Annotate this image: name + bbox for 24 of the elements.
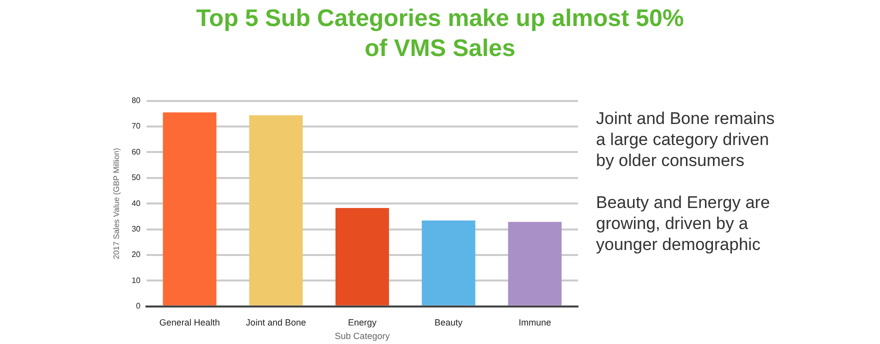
y-tick-label: 80 (132, 96, 142, 106)
bar (422, 220, 476, 306)
y-tick-label: 0 (136, 302, 142, 311)
bar (508, 222, 562, 306)
x-tick-label: Joint and Bone (246, 317, 306, 328)
y-tick-label: 40 (132, 198, 142, 208)
y-tick-label: 50 (132, 173, 142, 182)
y-tick-label: 20 (132, 250, 142, 260)
y-axis-title: 2017 Sales Value (GBP Million) (112, 148, 122, 260)
chart-title: Top 5 Sub Categories make up almost 50% of VMS Sales (195, 4, 685, 64)
y-tick-label: 60 (132, 147, 142, 156)
text: Joint and Bone remains a large category driven by older consumers (596, 108, 776, 171)
bar (249, 115, 303, 306)
x-tick-label: Energy (348, 317, 377, 328)
bar (335, 208, 390, 306)
y-tick-label: 30 (132, 224, 142, 234)
y-tick-label: 70 (132, 122, 142, 131)
x-tick-label: Immune (518, 317, 552, 328)
x-axis-title: Sub Category (334, 331, 390, 342)
y-tick-label: 10 (132, 276, 142, 285)
bar (162, 112, 216, 306)
x-tick-label: General Health (159, 317, 220, 328)
x-tick-label: Beauty (434, 317, 464, 328)
text: Beauty and Energy are growing, driven by a younger demographic (596, 192, 771, 255)
